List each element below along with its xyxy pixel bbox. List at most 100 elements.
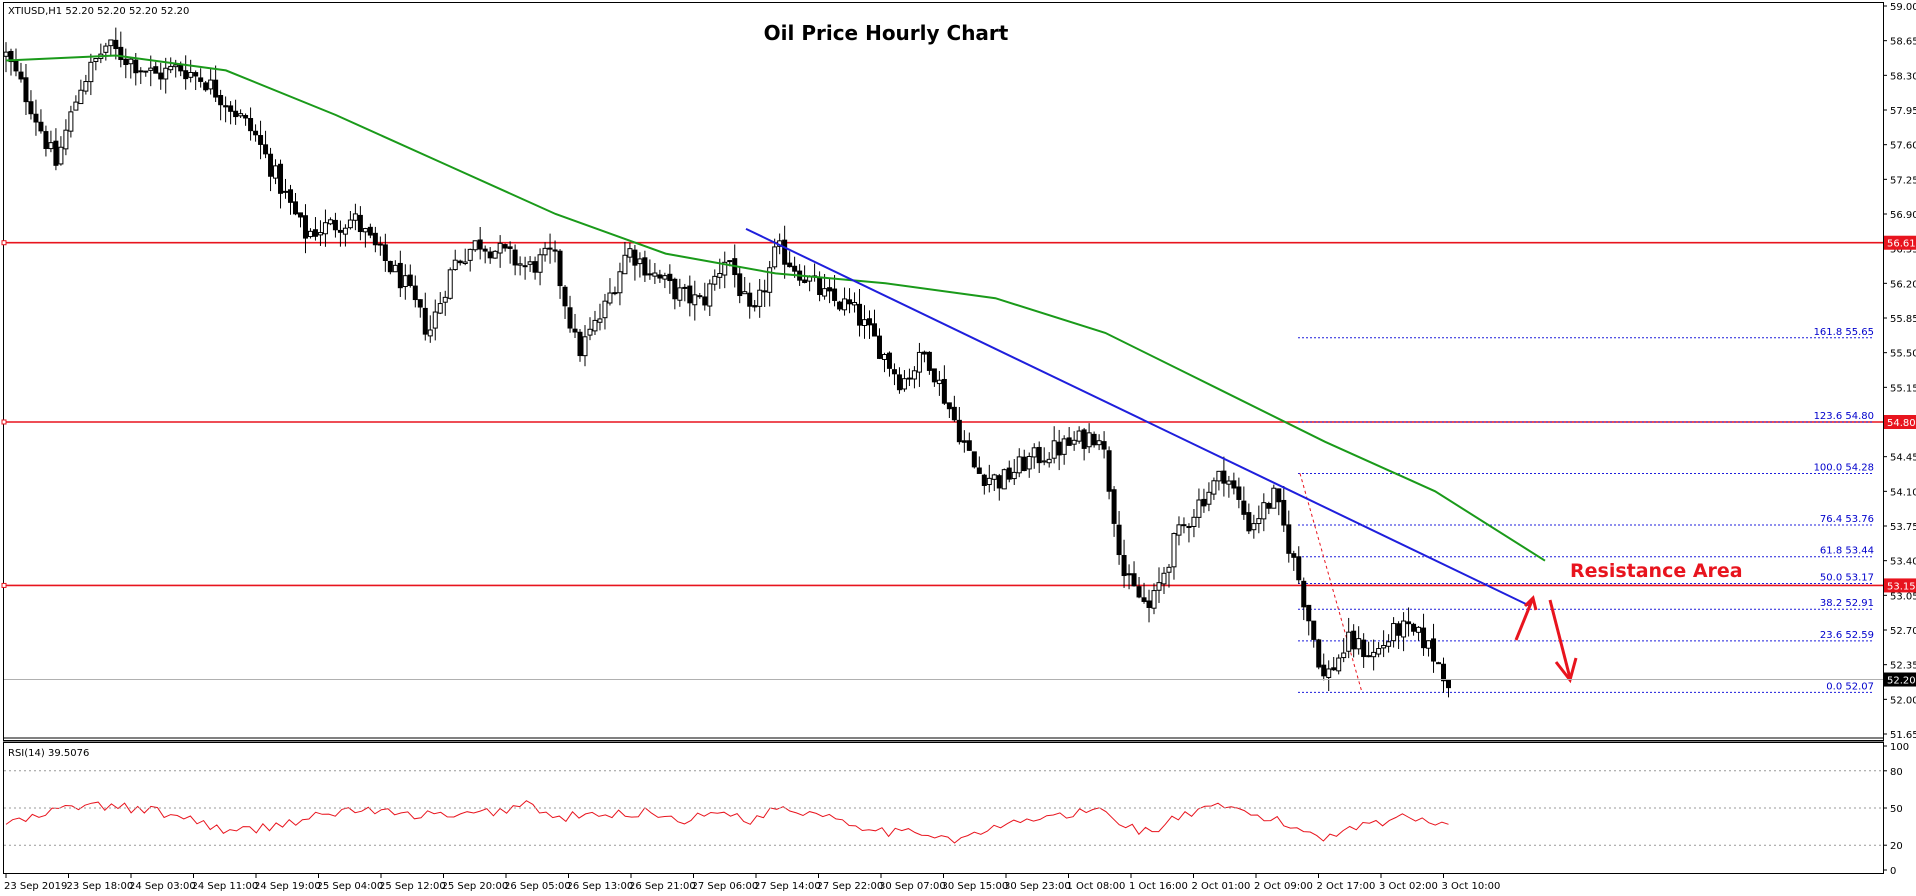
candle-body [352,213,358,221]
candle-body [367,226,373,236]
candle-body [592,319,598,332]
candle-body [1101,441,1107,450]
candle-body [1286,524,1292,554]
candle-body [317,232,323,236]
candle-body [1421,627,1427,649]
candle-body [1186,526,1192,529]
candle-body [597,318,603,323]
candle-body [632,249,638,266]
candle-body [1236,486,1242,500]
candle-body [617,271,623,294]
candle-body [1081,429,1087,449]
y-tick-label: 56.90 [1890,210,1916,221]
candle-body [1261,502,1267,520]
candle-body [193,72,199,77]
candle-body [1446,679,1451,689]
candle-body [1016,456,1022,474]
candle-body [1181,524,1187,527]
y-tick-label: 55.85 [1890,314,1916,325]
candle-body [278,163,284,194]
candle-body [218,95,224,106]
level-marker [1,419,7,425]
candle-body [752,305,758,308]
candle-body [178,64,184,72]
candle-body [1426,640,1432,649]
candle-body [1206,491,1212,505]
candle-body [1111,489,1117,524]
candle-body [253,130,259,136]
symbol-info: XTIUSD,H1 52.20 52.20 52.20 52.20 [8,6,189,17]
projection-arrows [1514,595,1578,684]
candle-body [53,140,59,166]
candle-body [487,251,493,259]
candle-body [502,244,508,249]
candle-body [402,275,408,288]
candle-body [322,222,328,235]
candle-body [223,105,229,108]
current-price-badge [1884,672,1916,687]
y-tick-label: 52.35 [1890,661,1916,672]
candle-body [1196,499,1202,518]
candle-body [233,110,239,118]
candle-body [347,219,353,229]
candle-body [168,65,174,71]
candle-body [1156,582,1162,591]
candle-body [283,190,289,193]
candle-body [537,254,543,273]
candle-body [472,240,478,251]
price-badge-label: 53.15 [1887,581,1916,592]
candle-body [158,72,164,80]
candle-body [1411,623,1417,632]
candle-body [1126,573,1132,576]
candle-body [357,214,363,233]
candle-body [337,229,343,233]
candle-body [1376,648,1382,655]
candle-body [582,336,588,357]
candle-body [18,71,24,80]
y-tick-label: 57.95 [1890,106,1916,117]
rsi-tick-label: 100 [1890,742,1909,753]
candle-body [33,113,39,123]
candle-body [43,131,49,149]
candle-body [1191,516,1197,527]
y-tick-label: 54.45 [1890,453,1916,464]
candle-body [577,331,583,357]
candle-body [153,66,159,74]
candle-body [1311,620,1317,640]
candle-body [1346,631,1352,652]
candle-body [1146,600,1152,608]
candle-body [1066,437,1072,446]
candle-body [1001,469,1007,490]
candle-body [1396,623,1402,636]
trendline-group [745,227,1529,607]
candle-body [697,295,703,298]
candle-body [712,275,718,285]
candle-body [397,262,403,289]
y-tick-label: 56.55 [1890,245,1916,256]
candle-body [837,301,843,310]
candle-body [787,262,793,268]
x-tick-label: 26 Sep 05:00 [504,881,571,892]
candle-body [1386,641,1392,647]
level-price-badge [1884,235,1916,250]
candle-body [1056,441,1062,456]
candle-body [108,39,114,47]
candle-body [377,243,383,246]
y-tick-label: 57.25 [1890,175,1916,186]
candle-body [762,290,768,293]
candle-body [702,296,708,306]
candle-body [497,242,503,254]
candle-body [118,46,124,61]
candle-body [672,278,678,300]
candle-body [607,292,613,304]
candle-body [1131,573,1137,587]
candle-body [58,146,64,165]
candle-body [1276,488,1282,503]
candle-body [527,261,533,265]
candle-body [757,289,763,307]
candle-body [198,77,204,82]
candle-body [1266,502,1272,509]
candle-body [1241,500,1247,515]
candle-body [68,111,74,132]
x-tick-label: 25 Sep 20:00 [442,881,509,892]
